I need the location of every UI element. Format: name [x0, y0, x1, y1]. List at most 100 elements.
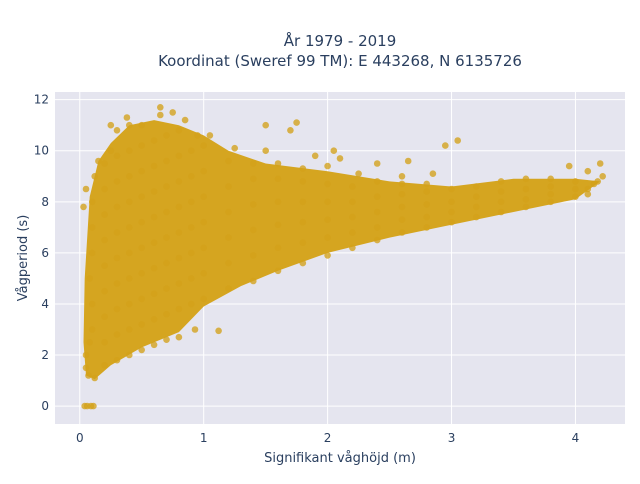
data-point	[85, 372, 92, 379]
data-point	[101, 362, 108, 369]
x-tick-label: 2	[324, 431, 332, 445]
data-point	[138, 193, 145, 200]
data-point	[95, 157, 102, 165]
data-point	[138, 167, 145, 175]
data-point	[138, 244, 145, 252]
data-point	[150, 316, 158, 323]
data-point	[215, 327, 222, 335]
data-point	[448, 185, 455, 193]
data-point	[188, 224, 195, 231]
data-point	[473, 193, 480, 200]
data-point	[82, 185, 90, 193]
data-point	[113, 254, 121, 262]
data-point	[594, 178, 601, 185]
data-point	[126, 121, 133, 129]
data-point	[113, 152, 121, 160]
data-point	[200, 218, 207, 226]
data-point	[126, 173, 133, 180]
data-point	[188, 173, 195, 180]
data-point	[547, 175, 554, 183]
data-point	[398, 203, 406, 211]
data-point	[398, 216, 406, 223]
data-point	[448, 198, 455, 206]
data-point	[373, 178, 381, 185]
data-point	[175, 305, 183, 313]
data-point	[91, 173, 98, 180]
data-point	[101, 185, 108, 193]
data-point	[225, 157, 232, 165]
data-point	[324, 180, 331, 188]
data-point	[107, 121, 115, 129]
data-point	[188, 198, 195, 206]
data-point	[200, 270, 207, 277]
data-point	[324, 234, 331, 241]
data-point	[373, 193, 381, 200]
data-point	[188, 300, 195, 308]
data-point	[91, 374, 98, 382]
data-point	[88, 224, 96, 231]
data-point	[126, 224, 133, 231]
data-point	[299, 178, 307, 185]
data-point	[88, 249, 96, 257]
data-point	[200, 193, 207, 200]
data-point	[113, 280, 121, 287]
data-point	[225, 259, 232, 267]
data-point	[113, 229, 121, 236]
data-point	[448, 218, 455, 226]
data-point	[522, 175, 530, 183]
data-point	[473, 203, 480, 211]
data-point	[398, 229, 406, 236]
data-point	[150, 162, 158, 170]
data-point	[175, 127, 183, 134]
data-point	[138, 270, 145, 277]
data-point	[547, 183, 554, 190]
data-point	[311, 152, 319, 160]
data-point	[82, 351, 90, 359]
data-point	[262, 121, 270, 129]
scatter-density-fill	[83, 120, 601, 380]
data-point	[138, 295, 145, 303]
data-point	[101, 339, 108, 346]
data-point	[299, 218, 307, 226]
data-point	[497, 208, 505, 216]
data-point	[250, 175, 257, 183]
data-point	[448, 208, 455, 216]
y-tick-label: 10	[34, 144, 49, 158]
data-point	[123, 114, 131, 121]
chart-title-line1: År 1979 - 2019	[284, 31, 397, 50]
data-point	[157, 104, 164, 111]
data-point	[299, 259, 307, 267]
data-point	[150, 341, 158, 349]
data-point	[522, 185, 530, 193]
data-point	[206, 132, 214, 139]
data-point	[547, 190, 554, 198]
data-point	[572, 193, 579, 200]
data-point	[442, 142, 449, 149]
data-point	[225, 234, 232, 241]
y-tick-label: 6	[41, 246, 49, 260]
x-tick-label: 1	[200, 431, 208, 445]
data-point	[355, 170, 362, 177]
data-point	[126, 198, 133, 206]
data-point	[200, 295, 207, 303]
data-point	[274, 160, 282, 167]
data-point	[349, 244, 356, 252]
data-point	[572, 178, 579, 185]
data-point	[101, 313, 108, 321]
data-point	[175, 203, 183, 211]
x-tick-label: 3	[448, 431, 456, 445]
data-point	[274, 198, 282, 206]
data-point	[398, 173, 406, 180]
data-point	[324, 216, 331, 223]
y-tick-label: 4	[41, 297, 49, 311]
data-point	[423, 180, 431, 188]
data-point	[126, 351, 133, 359]
data-point	[349, 213, 356, 221]
data-point	[250, 277, 257, 285]
data-point	[80, 203, 87, 211]
data-point	[373, 208, 381, 216]
data-point	[299, 239, 307, 246]
data-point	[497, 178, 505, 185]
data-point	[429, 170, 437, 177]
